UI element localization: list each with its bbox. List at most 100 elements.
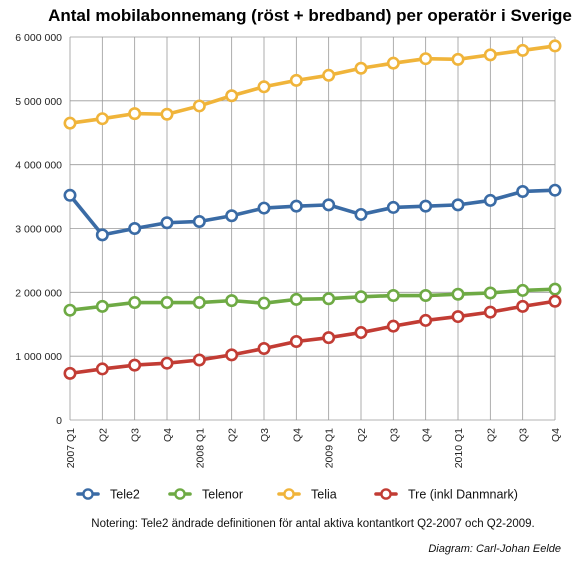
data-point [257, 296, 271, 310]
x-tick-label: 2007 Q1 [65, 428, 77, 468]
data-point [451, 310, 465, 324]
x-tick-label: 2009 Q1 [324, 428, 336, 468]
x-tick-label: Q4 [550, 428, 562, 442]
data-point [225, 209, 239, 223]
data-point [322, 292, 336, 306]
legend-swatch-marker [174, 488, 186, 500]
legend-label: Telenor [202, 488, 243, 502]
data-point [354, 290, 368, 304]
data-point [419, 52, 433, 66]
data-point [289, 73, 303, 87]
data-point [516, 299, 530, 313]
legend-item: Telia [277, 488, 337, 502]
data-point [192, 99, 206, 113]
y-tick-label: 6 000 000 [15, 32, 62, 44]
chart-note: Notering: Tele2 ändrade definitionen för… [91, 518, 534, 530]
data-point [451, 52, 465, 66]
data-point [289, 334, 303, 348]
data-point [419, 313, 433, 327]
x-tick-label: Q2 [227, 428, 239, 442]
x-tick-label: Q4 [421, 428, 433, 442]
data-point [354, 207, 368, 221]
data-point [95, 112, 109, 126]
data-point [63, 366, 77, 380]
x-tick-label: Q3 [518, 428, 530, 442]
x-tick-label: Q3 [388, 428, 400, 442]
legend-item: Tele2 [76, 488, 140, 502]
legend-label: Tre (inkl Danmnark) [408, 488, 518, 502]
data-point [322, 198, 336, 212]
data-point [63, 303, 77, 317]
chart-credit: Diagram: Carl-Johan Eelde [428, 543, 561, 555]
data-point [257, 201, 271, 215]
data-point [63, 188, 77, 202]
chart-title: Antal mobilabonnemang (röst + bredband) … [48, 6, 572, 25]
x-tick-label: Q4 [162, 428, 174, 442]
data-point [451, 198, 465, 212]
data-point [225, 348, 239, 362]
x-tick-label: Q3 [259, 428, 271, 442]
data-point [548, 294, 562, 308]
series-telia [63, 39, 562, 130]
x-tick-label: Q2 [485, 428, 497, 442]
series-line [68, 287, 557, 313]
data-point [289, 199, 303, 213]
data-point [95, 299, 109, 313]
data-point [128, 107, 142, 121]
y-tick-label: 5 000 000 [15, 96, 62, 108]
axes: 0 1 000 000 2 000 000 3 000 000 4 000 000 5 0… [15, 32, 562, 468]
data-point [192, 214, 206, 228]
data-point [160, 356, 174, 370]
series-line [68, 188, 557, 237]
y-tick-label: 0 [56, 415, 62, 427]
legend-item: Telenor [168, 488, 243, 502]
legend-label: Telia [311, 488, 337, 502]
data-point [257, 342, 271, 356]
data-point [128, 296, 142, 310]
data-point [386, 200, 400, 214]
data-point [483, 305, 497, 319]
x-tick-label: Q4 [291, 428, 303, 442]
data-point [128, 222, 142, 236]
data-point [128, 358, 142, 372]
data-point [257, 80, 271, 94]
data-point [548, 282, 562, 296]
data-point [386, 289, 400, 303]
data-point [160, 296, 174, 310]
data-point [483, 48, 497, 62]
data-point [192, 353, 206, 367]
data-point [160, 216, 174, 230]
data-point [548, 183, 562, 197]
series-telenor [63, 282, 562, 317]
data-point [192, 296, 206, 310]
series-line [68, 44, 557, 125]
data-point [160, 107, 174, 121]
data-point [483, 193, 497, 207]
y-tick-label: 2 000 000 [15, 287, 62, 299]
data-point [419, 289, 433, 303]
data-point [225, 294, 239, 308]
data-point [95, 362, 109, 376]
data-point [483, 286, 497, 300]
legend-swatch-marker [380, 488, 392, 500]
y-tick-label: 3 000 000 [15, 224, 62, 236]
data-point [419, 199, 433, 213]
series-tele2 [63, 183, 562, 242]
series-tre-inkl-danmnark [63, 294, 562, 380]
y-tick-label: 1 000 000 [15, 351, 62, 363]
data-point [95, 228, 109, 242]
legend-swatch-marker [283, 488, 295, 500]
data-point [516, 43, 530, 57]
data-point [322, 331, 336, 345]
data-point [386, 319, 400, 333]
x-tick-label: 2010 Q1 [453, 428, 465, 468]
x-tick-label: Q2 [356, 428, 368, 442]
x-tick-label: 2008 Q1 [194, 428, 206, 468]
legend-swatch-marker [82, 488, 94, 500]
data-point [516, 283, 530, 297]
data-point [548, 39, 562, 53]
data-point [63, 116, 77, 130]
data-point [386, 56, 400, 70]
